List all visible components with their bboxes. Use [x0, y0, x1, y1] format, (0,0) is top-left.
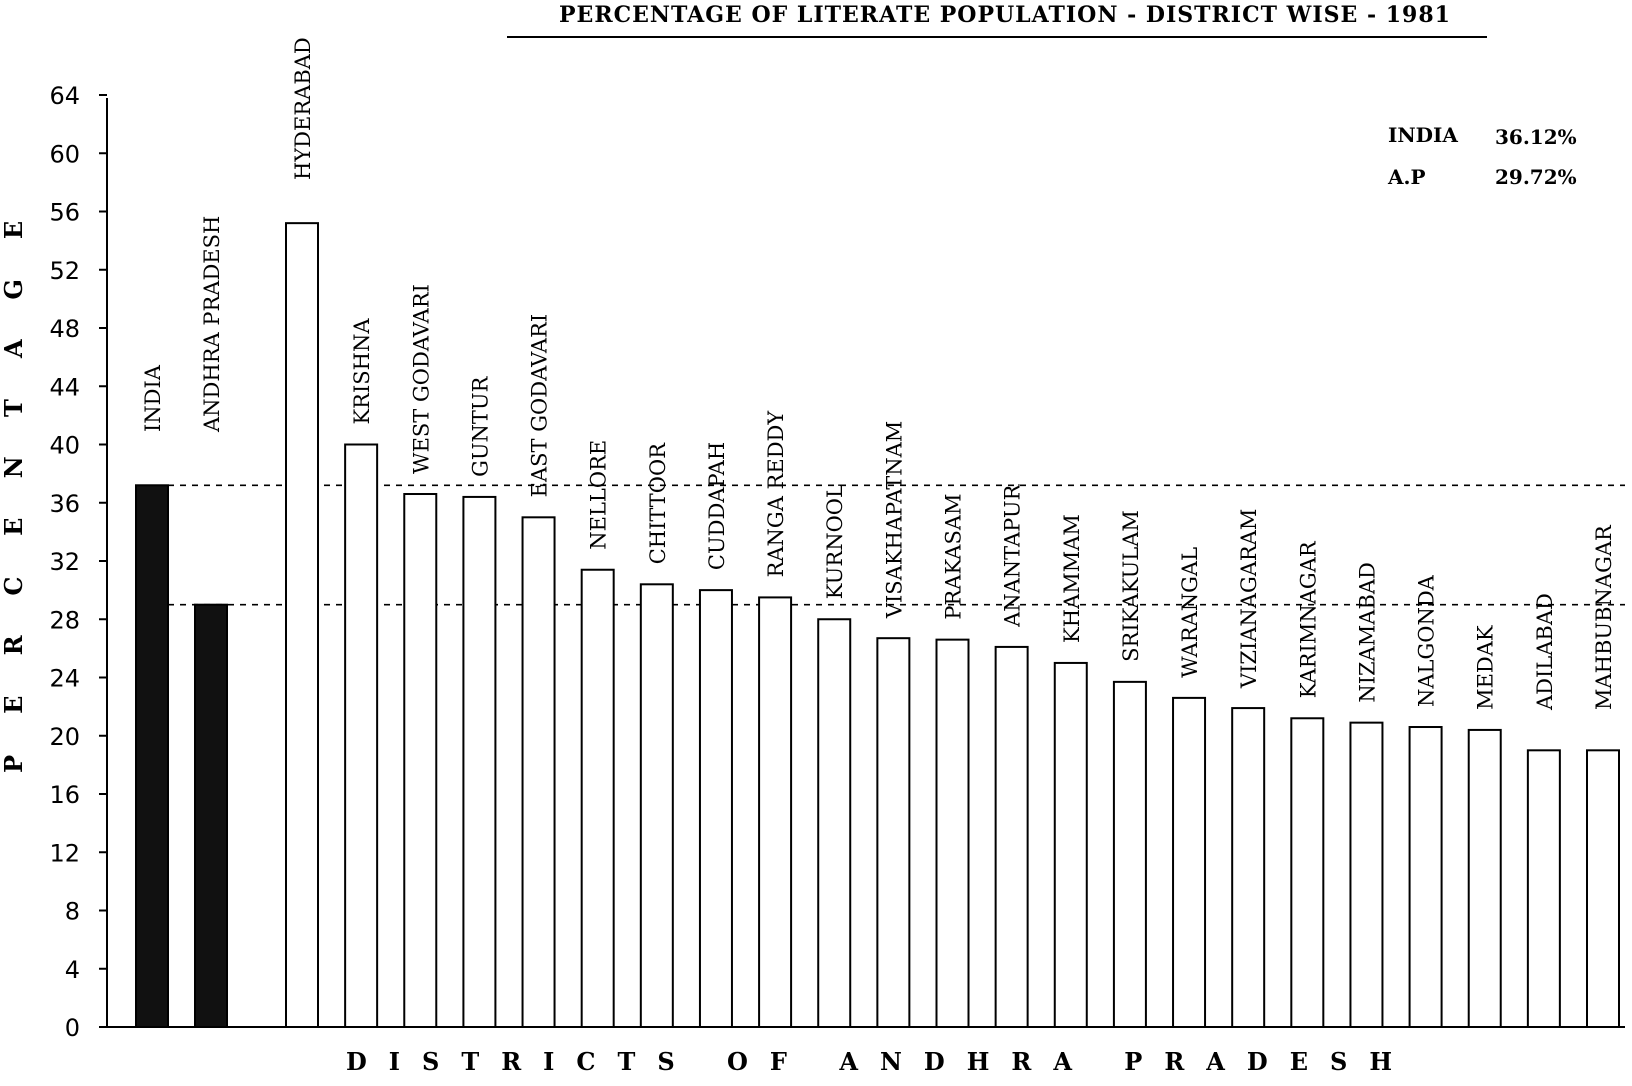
category-label: VISAKHAPATNAM: [882, 421, 906, 619]
category-label: CUDDAPAH: [705, 442, 729, 570]
category-label: MAHBUBNAGAR: [1592, 524, 1616, 710]
y-axis-label-letter: C: [0, 576, 28, 595]
bar-mahbubnagar: [1586, 749, 1620, 1028]
bar-khammam: [1053, 661, 1088, 1028]
y-axis-label-letter: A: [0, 339, 28, 359]
y-tick-label: 16: [49, 781, 80, 809]
category-label: PRAKASAM: [942, 493, 966, 619]
y-axis-label-letter: E: [0, 221, 28, 239]
y-tick-label: 52: [49, 257, 80, 285]
bar-nalgonda: [1408, 726, 1443, 1028]
category-label: NIZAMABAD: [1355, 562, 1379, 703]
y-axis-label-letter: N: [0, 456, 28, 478]
annotation-ap-label: A.P: [1387, 165, 1426, 189]
bar-hyderabad: [285, 222, 319, 1028]
category-label: SRIKAKULAM: [1119, 510, 1143, 662]
bar-india: [135, 484, 169, 1028]
bar-warangal: [1172, 696, 1207, 1028]
bar-karimnagar: [1290, 717, 1325, 1029]
bar-nizamabad: [1349, 721, 1384, 1028]
category-label: KARIMNAGAR: [1296, 540, 1320, 698]
category-label: RANGA REDDY: [764, 410, 788, 578]
y-tick-label: 4: [65, 956, 80, 984]
y-axis-label: P E R C E N T A G E: [0, 221, 28, 773]
bar-kurnool: [817, 618, 852, 1028]
bar-prakasam: [935, 638, 970, 1028]
y-tick-label: 44: [49, 373, 80, 401]
bar-adilabad: [1526, 749, 1561, 1028]
y-axis-label-letter: E: [0, 696, 28, 714]
bar-anantapur: [994, 645, 1029, 1028]
bars: [135, 222, 1620, 1029]
y-tick-label: 56: [49, 199, 80, 227]
y-tick-label: 48: [49, 315, 80, 343]
category-label: HYDERABAD: [291, 37, 315, 180]
category-label: WARANGAL: [1178, 547, 1202, 678]
bar-chittoor: [639, 583, 674, 1028]
y-tick-label: 64: [49, 82, 80, 110]
annotation-india-value: 36.12%: [1495, 125, 1577, 149]
category-label: NALGONDA: [1415, 574, 1439, 707]
bar-guntur: [462, 495, 497, 1028]
category-label: EAST GODAVARI: [528, 314, 552, 498]
category-label: ADILABAD: [1533, 593, 1557, 711]
category-label: KURNOOL: [823, 484, 847, 599]
category-label: CHITTOOR: [646, 442, 670, 565]
y-tick-label: 0: [65, 1014, 80, 1042]
bar-cuddapah: [698, 589, 733, 1028]
y-tick-label: 32: [49, 548, 80, 576]
y-tick-label: 24: [49, 665, 80, 693]
category-label: KHAMMAM: [1060, 514, 1084, 643]
annotation-india-label: INDIA: [1388, 123, 1458, 147]
y-axis-label-letter: G: [0, 279, 28, 300]
bar-medak: [1467, 728, 1502, 1028]
category-labels: INDIA ANDHRA PRADESH HYDERABAD KRISHNA WEST …: [141, 37, 1616, 711]
bar-krishna: [344, 443, 379, 1028]
y-tick-label: 20: [49, 723, 80, 751]
bar-west-godavari: [403, 493, 438, 1028]
category-label: KRISHNA: [350, 318, 374, 425]
legend-annotations: INDIA 36.12% A.P 29.72%: [1387, 123, 1577, 189]
y-axis-label-letter: P: [0, 755, 28, 773]
bar-ranga-reddy: [758, 596, 793, 1028]
category-label: INDIA: [141, 364, 165, 432]
chart-title: PERCENTAGE OF LITERATE POPULATION - DIST…: [559, 2, 1451, 28]
category-label: WEST GODAVARI: [409, 284, 433, 474]
category-label: NELLORE: [587, 440, 611, 550]
bar-vizianagaram: [1231, 707, 1266, 1028]
category-label: GUNTUR: [468, 375, 492, 477]
category-label: ANANTAPUR: [1001, 483, 1025, 628]
y-axis-label-letter: R: [0, 634, 28, 655]
y-tick-label: 12: [49, 839, 80, 867]
y-axis-label-letter: E: [0, 518, 28, 536]
y-axis-label-letter: T: [0, 399, 28, 417]
bar-andhra-pradesh: [194, 603, 228, 1028]
category-label: MEDAK: [1474, 625, 1498, 710]
category-label: ANDHRA PRADESH: [200, 216, 224, 433]
category-label: VIZIANAGARAM: [1237, 509, 1261, 689]
x-axis-label: DISTRICTS OF ANDHRA PRADESH: [346, 1047, 1414, 1076]
bar-east-godavari: [521, 516, 556, 1028]
y-tick-label: 36: [49, 490, 80, 518]
y-tick-label: 60: [49, 140, 80, 168]
annotation-ap-value: 29.72%: [1495, 165, 1577, 189]
bar-srikakulam: [1112, 680, 1147, 1029]
y-tick-label: 28: [49, 606, 80, 634]
bar-nellore: [580, 568, 615, 1028]
bar-visakhapatnam: [876, 637, 911, 1029]
y-tick-label: 8: [65, 898, 80, 926]
y-tick-label: 40: [49, 432, 80, 460]
